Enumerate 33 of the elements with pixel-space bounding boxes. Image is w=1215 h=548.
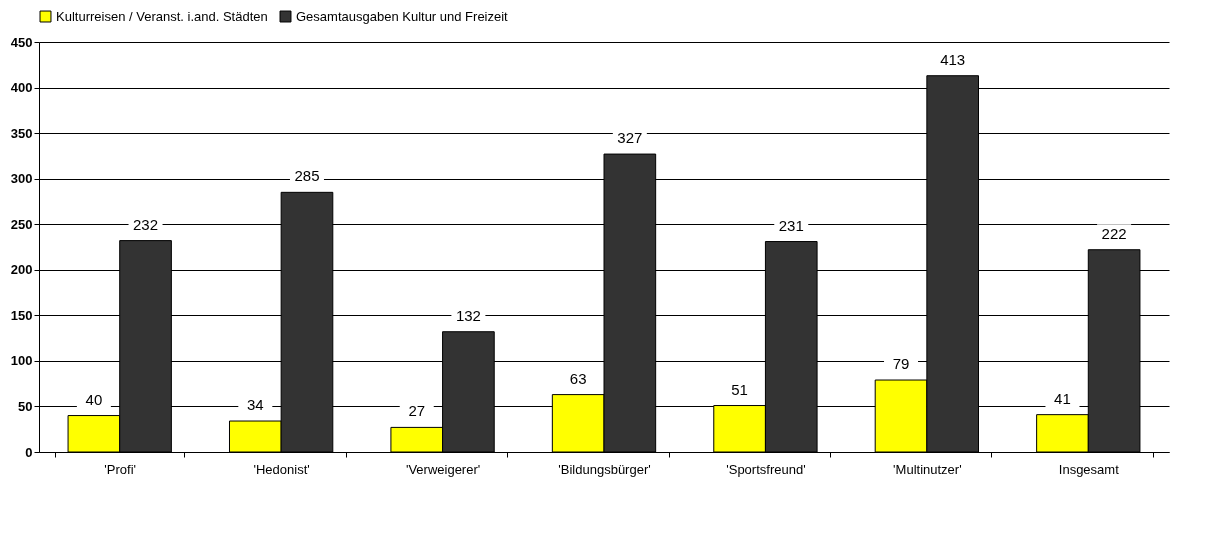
- x-tick-label: 'Hedonist': [253, 461, 310, 477]
- data-label: 79: [892, 355, 910, 373]
- y-tick-label: 150: [10, 307, 33, 323]
- data-label: 63: [569, 369, 587, 387]
- y-tick-label: 0: [25, 444, 33, 460]
- y-tick-label: 400: [10, 80, 33, 96]
- y-tick-label: 100: [10, 353, 33, 369]
- data-label: 231: [778, 216, 804, 234]
- x-tick-label: Insgesamt: [1058, 461, 1120, 477]
- x-tick-label: 'Bildungsbürger': [558, 461, 651, 477]
- x-tick-label: 'Sportsfreund': [726, 461, 806, 477]
- data-label: 51: [731, 380, 748, 398]
- y-tick-label: 200: [10, 262, 33, 278]
- y-tick-label: 350: [10, 125, 33, 141]
- data-label: 34: [246, 396, 264, 414]
- y-tick-label: 450: [10, 34, 33, 50]
- data-label: 327: [617, 129, 643, 147]
- x-tick-label: 'Profi': [104, 461, 137, 477]
- data-label: 285: [294, 167, 320, 185]
- data-label: 232: [133, 215, 159, 233]
- data-label: 41: [1054, 389, 1071, 407]
- data-label: 27: [408, 402, 426, 420]
- y-tick-label: 250: [10, 216, 33, 232]
- x-tick-label: 'Verweigerer': [405, 461, 481, 477]
- data-label: 413: [940, 50, 966, 68]
- data-label: 222: [1101, 224, 1127, 242]
- x-tick-label: 'Multinutzer': [893, 461, 962, 477]
- data-label: 132: [455, 306, 481, 324]
- legend-label: Kulturreisen / Veranst. i.and. Städten: [56, 8, 268, 24]
- y-tick-label: 50: [18, 398, 33, 414]
- legend-label: Gesamtausgaben Kultur und Freizeit: [296, 8, 509, 24]
- data-label: 40: [85, 390, 103, 408]
- y-tick-label: 300: [10, 171, 33, 187]
